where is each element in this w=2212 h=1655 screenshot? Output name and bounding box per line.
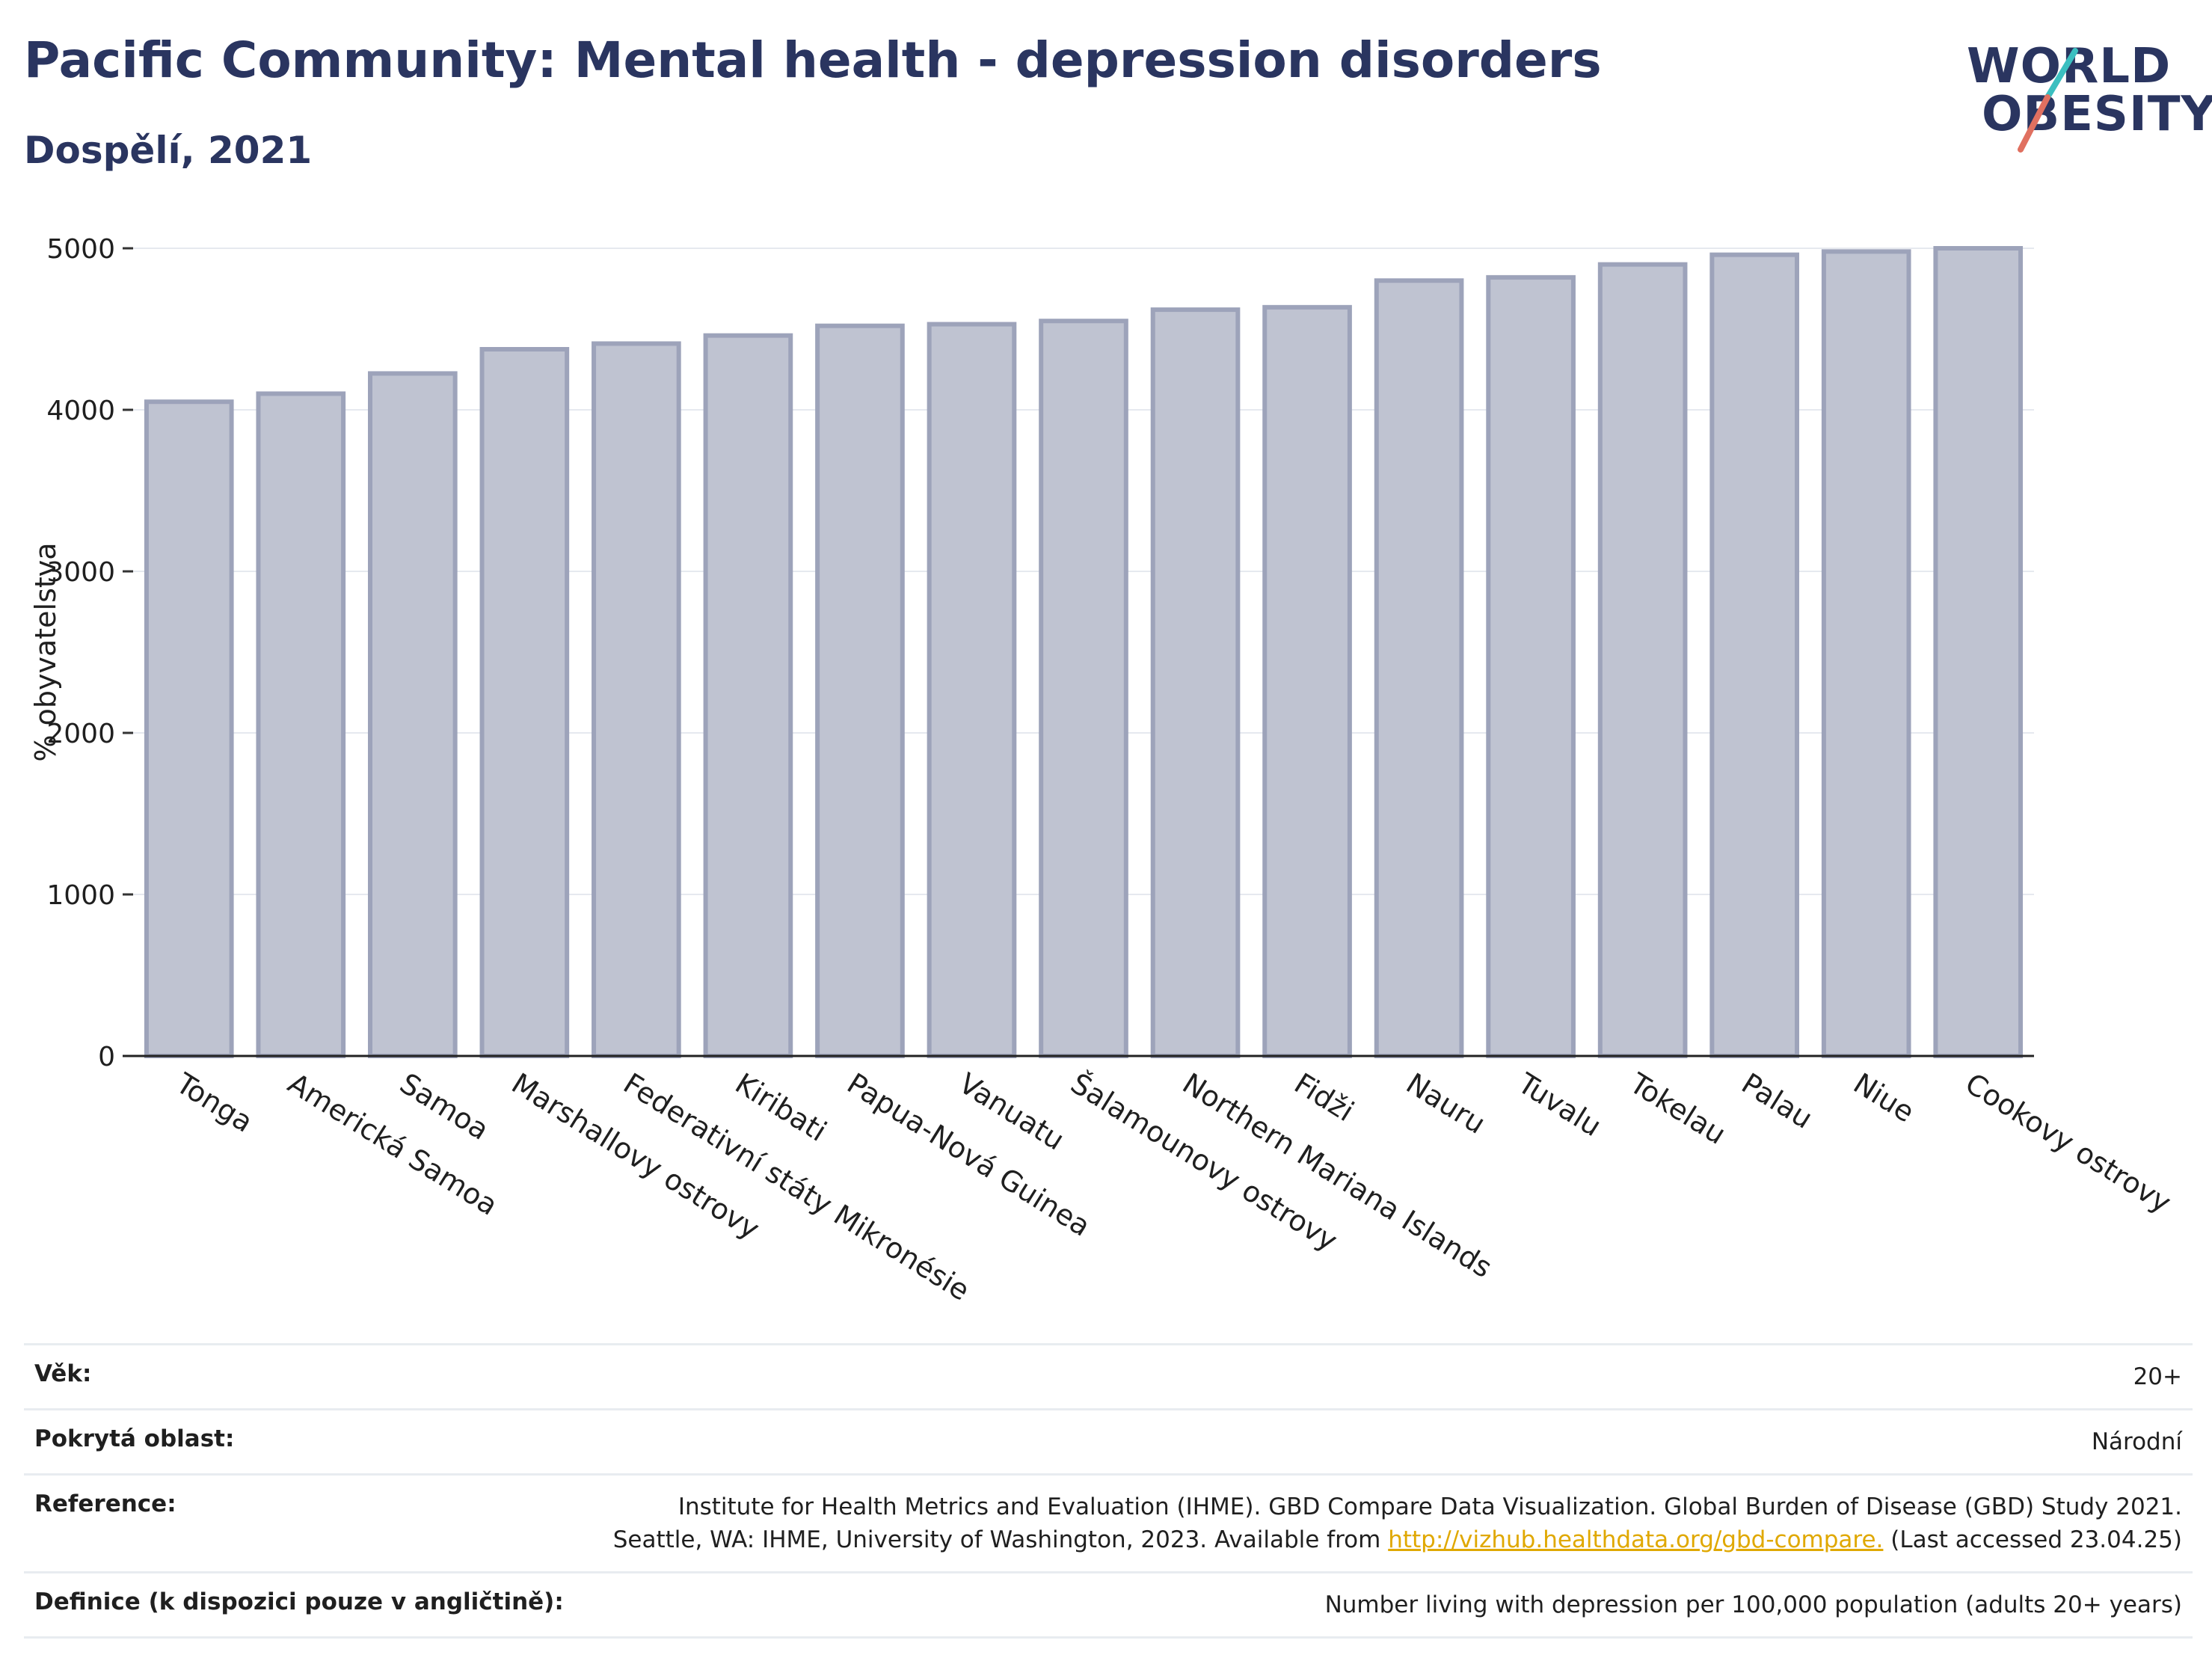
bar bbox=[479, 347, 570, 1058]
bar bbox=[256, 391, 346, 1058]
x-tick-label: Fidži bbox=[1288, 1066, 1360, 1128]
meta-age-label: Věk: bbox=[34, 1360, 92, 1387]
world-obesity-logo: WORLD OBESITY bbox=[1959, 36, 2212, 163]
bar bbox=[1374, 278, 1464, 1059]
bar bbox=[1933, 246, 2024, 1058]
chart-subtitle: Dospělí, 2021 bbox=[24, 129, 313, 172]
meta-area-label: Pokrytá oblast: bbox=[34, 1425, 235, 1452]
y-tick-label: 3000 bbox=[46, 557, 115, 588]
bar bbox=[368, 371, 458, 1058]
meta-row-area: Pokrytá oblast: Národní bbox=[24, 1408, 2193, 1473]
x-tick-label: Palau bbox=[1736, 1066, 1818, 1135]
bar bbox=[144, 399, 234, 1058]
meta-row-reference: Reference: Institute for Health Metrics … bbox=[24, 1473, 2193, 1571]
x-tick-label: Americká Samoa bbox=[283, 1066, 504, 1221]
bar bbox=[1039, 319, 1128, 1058]
x-tick-label: Tokelau bbox=[1623, 1066, 1732, 1151]
meta-definition-value: Number living with depression per 100,00… bbox=[1324, 1591, 2182, 1618]
bar bbox=[1262, 304, 1352, 1058]
bar bbox=[927, 322, 1017, 1058]
x-tick-label: Nauru bbox=[1401, 1066, 1491, 1140]
y-tick-label: 1000 bbox=[46, 880, 115, 911]
bar bbox=[592, 341, 681, 1058]
bar bbox=[815, 323, 905, 1058]
y-tick-label: 0 bbox=[98, 1042, 115, 1072]
y-tick-label: 2000 bbox=[46, 719, 115, 749]
meta-reference-value: Institute for Health Metrics and Evaluat… bbox=[613, 1490, 2182, 1556]
meta-age-value: 20+ bbox=[2133, 1363, 2182, 1390]
logo-slash-icon bbox=[2018, 48, 2078, 153]
reference-line1: Institute for Health Metrics and Evaluat… bbox=[678, 1493, 2182, 1520]
reference-line2-post: (Last accessed 23.04.25) bbox=[1883, 1526, 2182, 1553]
bar bbox=[1150, 307, 1241, 1058]
x-tick-label: Cookovy ostrovy bbox=[1959, 1066, 2176, 1219]
meta-definition-label: Definice (k dispozici pouze v angličtině… bbox=[34, 1588, 564, 1615]
x-tick-label: Tuvalu bbox=[1512, 1066, 1608, 1143]
bar bbox=[1486, 274, 1576, 1058]
meta-row-age: Věk: 20+ bbox=[24, 1343, 2193, 1408]
bar-chart: 0 1000 2000 3000 4000 5000 % obyvatelstva Tonga… bbox=[29, 234, 2177, 1307]
meta-area-value: Národní bbox=[2091, 1428, 2182, 1455]
chart-title: Pacific Community: Mental health - depre… bbox=[24, 31, 1602, 89]
y-axis-label: % obyvatelstva bbox=[29, 542, 62, 761]
y-tick-label: 4000 bbox=[46, 396, 115, 426]
meta-reference-label: Reference: bbox=[34, 1490, 176, 1517]
reference-link[interactable]: http://vizhub.healthdata.org/gbd-compare… bbox=[1388, 1526, 1884, 1553]
bar bbox=[1709, 252, 1799, 1058]
bar bbox=[1597, 262, 1688, 1059]
reference-line2: Seattle, WA: IHME, University of Washing… bbox=[613, 1523, 2182, 1556]
x-tick-label: Tonga bbox=[170, 1066, 259, 1139]
reference-line2-pre: Seattle, WA: IHME, University of Washing… bbox=[612, 1526, 1389, 1553]
x-tick-label: Niue bbox=[1848, 1066, 1920, 1129]
bar bbox=[1821, 249, 1911, 1059]
bar bbox=[703, 333, 793, 1058]
meta-row-definition: Definice (k dispozici pouze v angličtině… bbox=[24, 1571, 2193, 1639]
metadata-table: Věk: 20+ Pokrytá oblast: Národní Referen… bbox=[24, 1343, 2193, 1639]
logo-line2: OBESITY bbox=[1982, 87, 2212, 142]
y-tick-label: 5000 bbox=[46, 234, 115, 265]
